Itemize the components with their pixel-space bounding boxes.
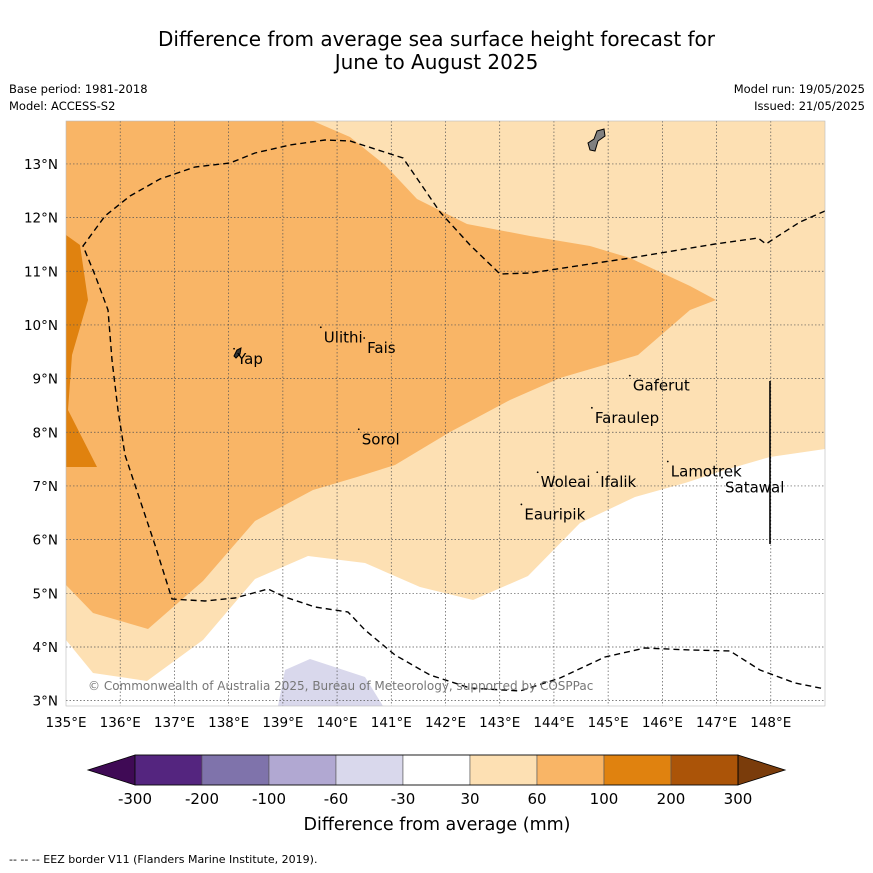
place-label: Lamotrek bbox=[671, 462, 742, 480]
lon-tick-label: 135°E bbox=[45, 715, 86, 731]
place-marker bbox=[536, 471, 539, 474]
meta-right: Model run: 19/05/2025 Issued: 21/05/2025 bbox=[734, 81, 865, 115]
place-marker bbox=[363, 337, 366, 339]
colorbar-tick-label: -300 bbox=[118, 790, 152, 808]
colorbar-low-extend bbox=[86, 754, 136, 786]
colorbar-swatch bbox=[536, 754, 605, 786]
issued-date: Issued: 21/05/2025 bbox=[754, 99, 865, 113]
eez-source-note: -- -- -- EEZ border V11 (Flanders Marine… bbox=[9, 853, 318, 866]
base-period: Base period: 1981-2018 bbox=[9, 82, 148, 96]
lat-tick-label: 11°N bbox=[24, 264, 58, 280]
lat-tick-label: 5°N bbox=[33, 586, 58, 602]
place-marker bbox=[319, 326, 322, 329]
lon-tick-label: 139°E bbox=[262, 715, 303, 731]
meta-left: Base period: 1981-2018 Model: ACCESS-S2 bbox=[9, 81, 148, 115]
lon-tick-label: 148°E bbox=[750, 715, 791, 731]
legend-title: Difference from average (mm) bbox=[303, 815, 570, 835]
lon-tick-label: 141°E bbox=[371, 715, 412, 731]
band-neg-30-60 bbox=[278, 659, 383, 706]
colorbar-tick-label: 200 bbox=[657, 790, 686, 808]
lon-tick-label: 146°E bbox=[642, 715, 683, 731]
place-marker bbox=[628, 374, 631, 377]
lat-tick-label: 3°N bbox=[33, 694, 58, 710]
chart-title: Difference from average sea surface heig… bbox=[0, 28, 873, 74]
colorbar-swatch bbox=[201, 754, 270, 786]
lat-tick-label: 8°N bbox=[33, 425, 58, 441]
lat-tick-label: 12°N bbox=[24, 211, 58, 227]
lat-tick-label: 4°N bbox=[33, 640, 58, 656]
colorbar-swatch bbox=[268, 754, 337, 786]
lon-tick-label: 144°E bbox=[533, 715, 574, 731]
colorbar-swatch bbox=[469, 754, 538, 786]
colorbar-high-extend bbox=[737, 754, 787, 786]
place-label: Woleai bbox=[541, 473, 591, 491]
place-marker bbox=[590, 406, 593, 409]
lon-tick-label: 142°E bbox=[425, 715, 466, 731]
place-label: Ulithi bbox=[324, 328, 363, 346]
place-label: Yap bbox=[236, 350, 263, 368]
colorbar-tick-label: -30 bbox=[391, 790, 416, 808]
place-label: Fais bbox=[367, 339, 396, 357]
place-marker bbox=[520, 503, 523, 506]
lat-tick-label: 10°N bbox=[24, 318, 58, 334]
colorbar-tick-label: 300 bbox=[724, 790, 753, 808]
lat-tick-label: 13°N bbox=[24, 157, 58, 173]
place-marker bbox=[721, 476, 723, 479]
lon-tick-label: 140°E bbox=[317, 715, 358, 731]
graticule bbox=[66, 121, 825, 706]
colorbar-tick-label: -60 bbox=[324, 790, 349, 808]
lon-tick-label: 136°E bbox=[100, 715, 141, 731]
model-name: Model: ACCESS-S2 bbox=[9, 99, 116, 113]
lat-tick-label: 9°N bbox=[33, 372, 58, 388]
colorbar-tick-label: 60 bbox=[527, 790, 546, 808]
colorbar-swatch bbox=[134, 754, 203, 786]
copyright-note: © Commonwealth of Australia 2025, Bureau… bbox=[88, 679, 593, 693]
place-marker bbox=[233, 347, 235, 350]
title-line-2: June to August 2025 bbox=[334, 50, 539, 74]
colorbar-tick-label: 30 bbox=[460, 790, 479, 808]
lat-tick-label: 7°N bbox=[33, 479, 58, 495]
yap-island-icon bbox=[233, 347, 242, 359]
lon-tick-label: 138°E bbox=[208, 715, 249, 731]
place-marker bbox=[666, 460, 669, 463]
guam-island-icon bbox=[587, 128, 606, 152]
colorbar-swatch bbox=[603, 754, 672, 786]
model-run: Model run: 19/05/2025 bbox=[733, 82, 865, 96]
colorbar-frame bbox=[134, 754, 739, 786]
axis-tick-labels: 135°E 136°E 137°E 138°E 139°E 140°E 141°E 142°E… bbox=[24, 157, 791, 731]
place-label: Gaferut bbox=[633, 377, 690, 395]
place-marker bbox=[596, 471, 599, 474]
colorbar-tick-label: -200 bbox=[185, 790, 219, 808]
colorbar-tick-label: 100 bbox=[590, 790, 619, 808]
eez-border bbox=[82, 139, 825, 692]
colorbar-swatch bbox=[670, 754, 739, 786]
colorbar-legend: -300 -200 -100 -60 -30 30 60 100 200 300 bbox=[86, 754, 787, 808]
colorbar-swatch bbox=[402, 754, 471, 786]
lon-tick-label: 143°E bbox=[479, 715, 520, 731]
colorbar-swatch bbox=[335, 754, 404, 786]
place-label: Satawal bbox=[725, 479, 784, 497]
lon-tick-label: 137°E bbox=[154, 715, 195, 731]
place-label: Ifalik bbox=[600, 473, 636, 491]
band-100-200 bbox=[66, 235, 97, 467]
map-frame bbox=[65, 120, 826, 707]
lon-tick-label: 147°E bbox=[696, 715, 737, 731]
place-label: Faraulep bbox=[595, 409, 659, 427]
place-marker bbox=[357, 428, 360, 431]
title-line-1: Difference from average sea surface heig… bbox=[157, 27, 716, 51]
lon-tick-label: 145°E bbox=[588, 715, 629, 731]
place-label: Sorol bbox=[362, 430, 400, 448]
lat-tick-label: 6°N bbox=[33, 533, 58, 549]
eez-border-north bbox=[82, 139, 825, 692]
colorbar-tick-label: -100 bbox=[252, 790, 286, 808]
place-label: Eauripik bbox=[524, 505, 585, 523]
